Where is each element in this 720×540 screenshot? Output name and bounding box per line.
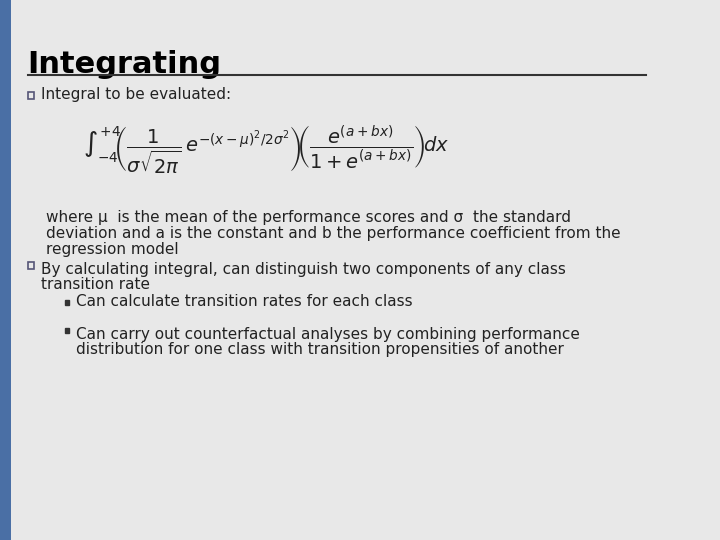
FancyBboxPatch shape bbox=[65, 300, 69, 305]
Text: where μ  is the mean of the performance scores and σ  the standard: where μ is the mean of the performance s… bbox=[46, 210, 571, 225]
Text: By calculating integral, can distinguish two components of any class: By calculating integral, can distinguish… bbox=[40, 262, 565, 277]
Text: regression model: regression model bbox=[46, 242, 179, 257]
Text: deviation and a is the constant and b the performance coefficient from the: deviation and a is the constant and b th… bbox=[46, 226, 621, 241]
Text: $\int_{-4}^{+4}\!\!\left(\dfrac{1}{\sigma\sqrt{2\pi}}\,e^{-(x-\mu)^2/2\sigma^2}\: $\int_{-4}^{+4}\!\!\left(\dfrac{1}{\sigm… bbox=[83, 124, 450, 176]
FancyBboxPatch shape bbox=[65, 327, 69, 333]
Text: transition rate: transition rate bbox=[40, 277, 150, 292]
Text: Integral to be evaluated:: Integral to be evaluated: bbox=[40, 86, 230, 102]
Text: Can carry out counterfactual analyses by combining performance: Can carry out counterfactual analyses by… bbox=[76, 327, 580, 342]
Text: distribution for one class with transition propensities of another: distribution for one class with transiti… bbox=[76, 342, 564, 357]
Text: Integrating: Integrating bbox=[27, 50, 222, 79]
Text: Can calculate transition rates for each class: Can calculate transition rates for each … bbox=[76, 294, 413, 308]
FancyBboxPatch shape bbox=[0, 0, 11, 540]
